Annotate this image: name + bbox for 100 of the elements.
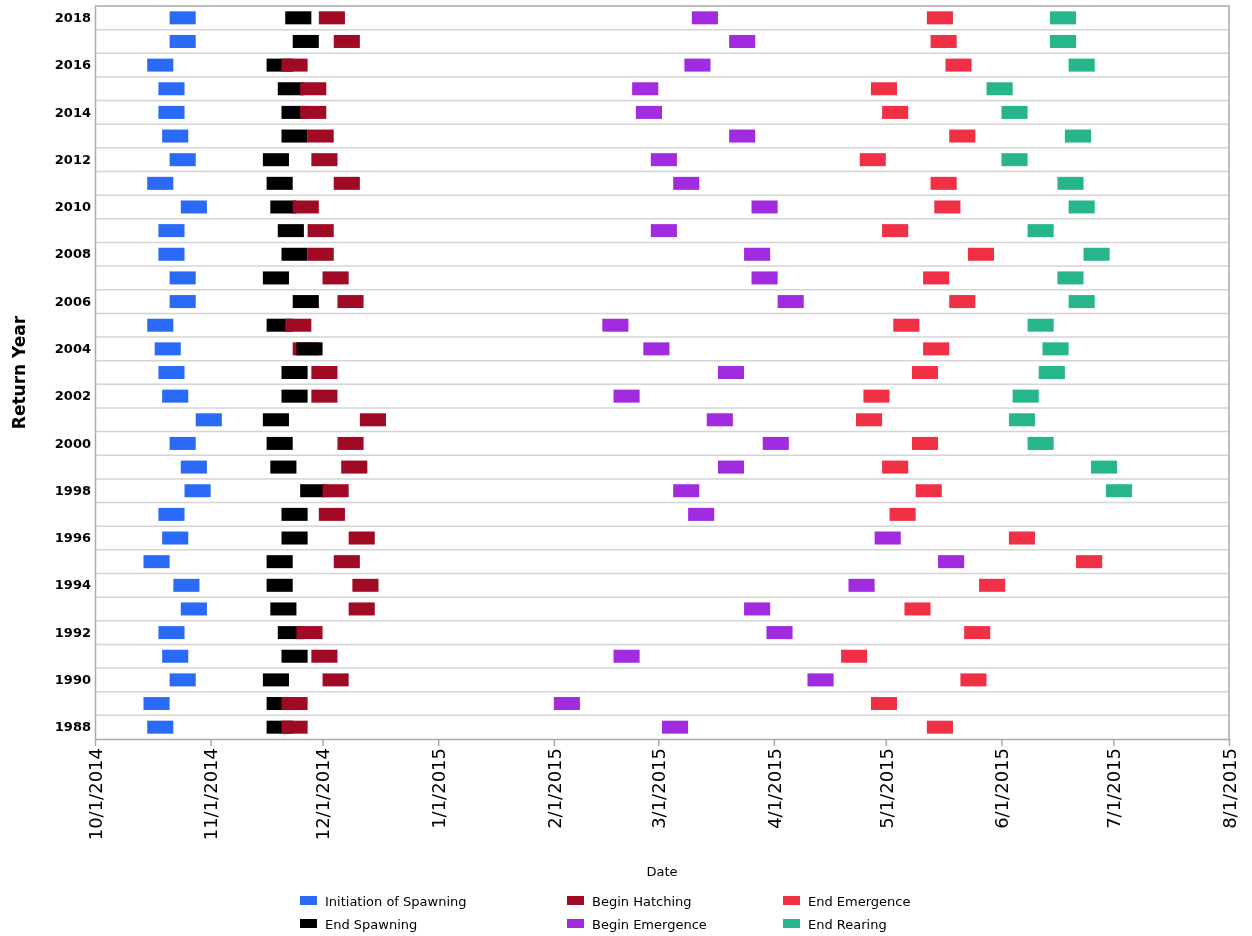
bar	[262, 153, 289, 167]
bar	[348, 602, 375, 616]
bar	[945, 58, 972, 72]
y-tick-label: 1992	[54, 624, 91, 640]
bar	[1068, 200, 1095, 214]
bar	[296, 342, 323, 356]
bar	[281, 389, 308, 403]
bar	[1057, 176, 1084, 190]
bar	[882, 460, 909, 474]
bar	[688, 507, 715, 521]
bar	[311, 389, 338, 403]
bar	[915, 484, 942, 498]
y-tick-label: 2018	[54, 9, 91, 25]
bar	[635, 105, 662, 119]
bar	[673, 176, 700, 190]
bar	[1076, 555, 1103, 569]
bar	[333, 34, 360, 48]
bar	[1001, 105, 1028, 119]
bar	[281, 247, 308, 261]
bar	[926, 11, 953, 25]
bar	[1049, 34, 1077, 48]
legend-label: End Spawning	[325, 916, 418, 932]
bar	[1068, 58, 1095, 72]
bar	[180, 200, 207, 214]
y-tick-label: 2008	[54, 246, 91, 262]
x-tick-label: 1/1/2015	[427, 748, 449, 829]
bar	[300, 82, 327, 96]
bar	[1027, 224, 1054, 238]
bar	[1027, 436, 1054, 450]
x-tick-label: 6/1/2015	[991, 748, 1013, 829]
bar	[270, 602, 297, 616]
bar	[751, 200, 778, 214]
bar	[281, 531, 308, 545]
y-axis-title: Return Year	[9, 315, 29, 430]
bar	[1049, 11, 1077, 25]
bar	[855, 413, 883, 427]
bar	[277, 224, 304, 238]
bar	[281, 58, 308, 72]
y-tick-label: 1998	[54, 482, 91, 498]
bar	[1027, 318, 1054, 332]
bar	[281, 129, 308, 143]
bar	[673, 484, 700, 498]
bar	[311, 366, 338, 379]
x-tick-label: 2/1/2015	[543, 748, 565, 829]
bar	[322, 673, 349, 687]
bar	[930, 34, 957, 48]
bar	[318, 11, 345, 25]
bar	[333, 555, 360, 569]
bar	[650, 153, 677, 167]
bar	[777, 295, 804, 309]
bar	[195, 413, 222, 427]
bar	[967, 247, 994, 261]
bar	[262, 413, 289, 427]
bar	[162, 389, 189, 403]
bar	[729, 129, 756, 143]
bar	[169, 34, 196, 48]
bar	[300, 105, 327, 119]
y-tick-label: 2004	[54, 341, 91, 357]
bar	[882, 105, 909, 119]
bar	[296, 626, 323, 640]
bar	[169, 153, 196, 167]
bar	[904, 602, 931, 616]
bar	[147, 720, 174, 734]
bar	[158, 224, 185, 238]
bar	[949, 295, 976, 309]
bar	[266, 176, 293, 190]
bar	[744, 247, 771, 261]
bar	[147, 58, 174, 72]
bar	[930, 176, 957, 190]
bar	[874, 531, 901, 545]
bar	[859, 153, 886, 167]
bar	[337, 436, 364, 450]
bar	[318, 507, 345, 521]
bar	[158, 366, 185, 379]
x-tick-label: 12/1/2014	[312, 748, 334, 841]
bar	[979, 578, 1006, 592]
bar	[717, 366, 745, 379]
bar	[180, 602, 207, 616]
bar	[337, 295, 364, 309]
bar	[1008, 413, 1036, 427]
bar	[281, 697, 308, 711]
bar	[938, 555, 965, 569]
bar	[870, 82, 898, 96]
y-tick-label: 2012	[54, 151, 91, 167]
x-tick-label: 10/1/2014	[84, 748, 106, 841]
bar	[307, 247, 334, 261]
bar	[911, 366, 939, 379]
y-tick-label: 2014	[54, 104, 91, 120]
bar	[341, 460, 368, 474]
bar	[691, 11, 718, 25]
bar	[1012, 389, 1039, 403]
bar	[964, 626, 991, 640]
bar	[158, 626, 185, 640]
bar	[266, 555, 293, 569]
bar	[348, 531, 375, 545]
bar	[154, 342, 181, 356]
y-tick-label: 2016	[54, 57, 91, 73]
bar	[162, 531, 189, 545]
bar	[266, 436, 293, 450]
bar	[684, 58, 711, 72]
